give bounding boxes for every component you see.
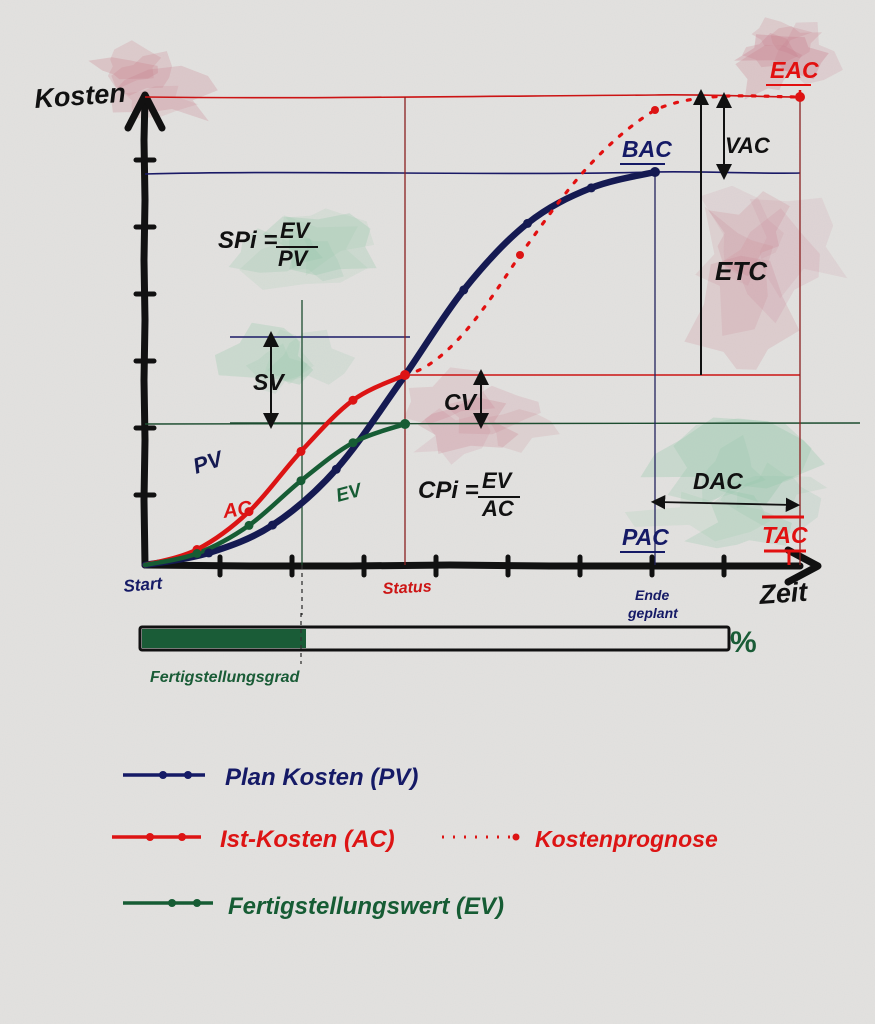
svg-text:Zeit: Zeit <box>757 577 809 610</box>
svg-text:DAC: DAC <box>693 468 743 494</box>
svg-text:SPi =: SPi = <box>218 227 277 254</box>
svg-text:Fertigstellungsgrad: Fertigstellungsgrad <box>150 669 301 686</box>
svg-text:Kostenprognose: Kostenprognose <box>535 826 718 852</box>
svg-text:PV: PV <box>278 246 310 271</box>
svg-text:%: % <box>730 626 757 659</box>
svg-text:geplant: geplant <box>627 605 679 621</box>
svg-text:EAC: EAC <box>770 57 819 83</box>
svg-text:EV: EV <box>482 468 514 493</box>
svg-text:AC: AC <box>481 496 515 521</box>
svg-text:Kosten: Kosten <box>33 78 126 114</box>
svg-text:ETC: ETC <box>715 256 768 286</box>
svg-text:EV: EV <box>280 218 312 243</box>
svg-text:VAC: VAC <box>725 133 771 158</box>
svg-text:Ende: Ende <box>635 587 669 603</box>
svg-text:Start: Start <box>123 574 165 596</box>
svg-text:BAC: BAC <box>622 136 672 162</box>
svg-text:Status: Status <box>382 578 432 598</box>
svg-text:TAC: TAC <box>762 522 808 548</box>
svg-text:Plan Kosten (PV): Plan Kosten (PV) <box>225 764 418 791</box>
svg-text:AC: AC <box>221 497 254 523</box>
svg-text:SV: SV <box>253 369 285 395</box>
svg-text:CPi =: CPi = <box>418 477 479 504</box>
svg-text:PAC: PAC <box>622 524 669 550</box>
svg-text:Fertigstellungswert (EV): Fertigstellungswert (EV) <box>228 893 504 920</box>
svg-text:CV: CV <box>444 389 478 415</box>
svg-text:Ist-Kosten (AC): Ist-Kosten (AC) <box>220 826 395 853</box>
